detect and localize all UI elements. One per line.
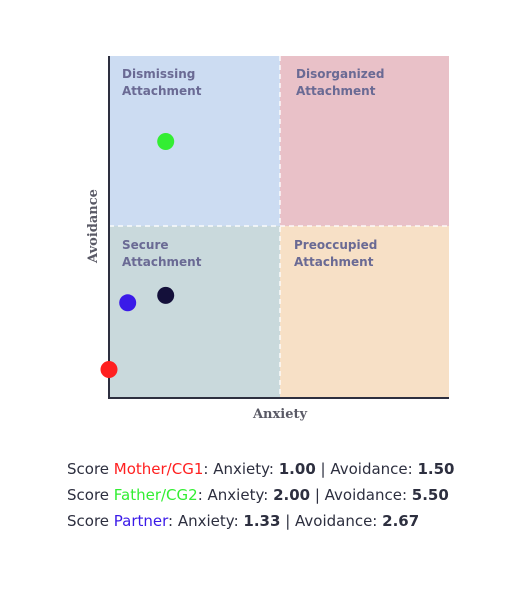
avoidance-label: | Avoidance: bbox=[280, 512, 383, 530]
avoidance-value: 1.50 bbox=[417, 460, 455, 478]
score-prefix: Score bbox=[67, 460, 114, 478]
anxiety-value: 1.00 bbox=[278, 460, 316, 478]
series-name-father: Father/CG2 bbox=[113, 486, 198, 504]
score-line-father: Score Father/CG2: Anxiety: 2.00 | Avoida… bbox=[67, 482, 455, 508]
avoidance-value: 2.67 bbox=[382, 512, 420, 530]
data-point-father-cg2 bbox=[157, 133, 175, 150]
data-point-point-3 bbox=[157, 286, 175, 304]
label-dismissing-line1: Dismissing bbox=[122, 67, 195, 81]
avoidance-label: | Avoidance: bbox=[310, 486, 412, 504]
score-line-mother: Score Mother/CG1: Anxiety: 1.00 | Avoida… bbox=[67, 456, 455, 482]
anxiety-label: : Anxiety: bbox=[168, 512, 244, 530]
label-disorganized-line1: Disorganized bbox=[296, 67, 384, 81]
data-points bbox=[100, 133, 175, 378]
label-secure-line1: Secure bbox=[122, 238, 169, 252]
score-prefix: Score bbox=[67, 486, 114, 504]
score-line-partner: Score Partner: Anxiety: 1.33 | Avoidance… bbox=[67, 508, 455, 534]
data-point-mother-cg1 bbox=[100, 361, 118, 378]
anxiety-label: : Anxiety: bbox=[203, 460, 279, 478]
label-preoccupied-line2: Attachment bbox=[294, 255, 374, 269]
label-dismissing-line2: Attachment bbox=[122, 84, 202, 98]
series-name-mother: Mother/CG1 bbox=[113, 460, 204, 478]
quadrant-preoccupied bbox=[280, 226, 449, 398]
label-disorganized-line2: Attachment bbox=[296, 84, 376, 98]
score-summary: Score Mother/CG1: Anxiety: 1.00 | Avoida… bbox=[67, 456, 455, 534]
anxiety-label: : Anxiety: bbox=[197, 486, 274, 504]
attachment-quadrant-chart: Dismissing Attachment Disorganized Attac… bbox=[86, 56, 449, 422]
anxiety-value: 2.00 bbox=[273, 486, 311, 504]
x-axis-label: Anxiety bbox=[252, 407, 308, 422]
label-secure-line2: Attachment bbox=[122, 255, 202, 269]
data-point-partner bbox=[119, 294, 137, 312]
label-preoccupied-line1: Preoccupied bbox=[294, 238, 377, 252]
series-name-partner: Partner bbox=[113, 512, 169, 530]
score-prefix: Score bbox=[67, 512, 114, 530]
quadrant-disorganized bbox=[280, 56, 449, 226]
quadrant-secure bbox=[109, 226, 280, 398]
avoidance-label: | Avoidance: bbox=[315, 460, 418, 478]
y-axis-label: Avoidance bbox=[86, 189, 101, 264]
anxiety-value: 1.33 bbox=[243, 512, 281, 530]
quadrant-dismissing bbox=[109, 56, 280, 226]
avoidance-value: 5.50 bbox=[411, 486, 449, 504]
